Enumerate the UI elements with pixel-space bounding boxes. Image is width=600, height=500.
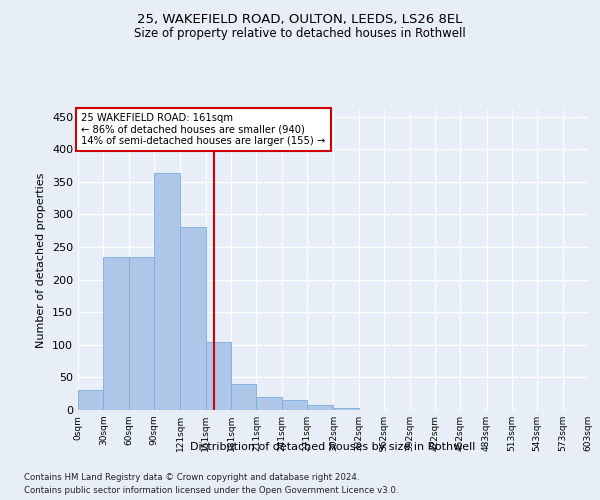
Bar <box>231 384 256 410</box>
Text: Distribution of detached houses by size in Rothwell: Distribution of detached houses by size … <box>190 442 476 452</box>
Text: 25, WAKEFIELD ROAD, OULTON, LEEDS, LS26 8EL: 25, WAKEFIELD ROAD, OULTON, LEEDS, LS26 … <box>137 12 463 26</box>
Text: Contains HM Land Registry data © Crown copyright and database right 2024.: Contains HM Land Registry data © Crown c… <box>24 472 359 482</box>
Text: Size of property relative to detached houses in Rothwell: Size of property relative to detached ho… <box>134 28 466 40</box>
Y-axis label: Number of detached properties: Number of detached properties <box>37 172 46 348</box>
Bar <box>206 342 231 410</box>
Bar <box>307 405 334 410</box>
Bar <box>256 397 282 410</box>
Bar <box>154 174 181 410</box>
Bar <box>181 228 206 410</box>
Bar <box>78 390 103 410</box>
Bar <box>282 400 307 410</box>
Bar <box>103 256 129 410</box>
Text: 25 WAKEFIELD ROAD: 161sqm
← 86% of detached houses are smaller (940)
14% of semi: 25 WAKEFIELD ROAD: 161sqm ← 86% of detac… <box>82 112 326 146</box>
Bar <box>129 256 154 410</box>
Text: Contains public sector information licensed under the Open Government Licence v3: Contains public sector information licen… <box>24 486 398 495</box>
Bar <box>334 408 359 410</box>
